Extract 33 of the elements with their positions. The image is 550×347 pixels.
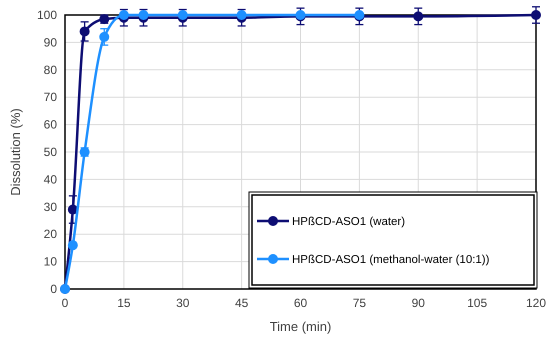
point bbox=[531, 10, 541, 20]
x-tick-label: 60 bbox=[294, 296, 308, 310]
x-tick-label: 0 bbox=[62, 296, 69, 310]
y-tick-label: 30 bbox=[44, 200, 58, 214]
legend-label: HPßCD-ASO1 (water) bbox=[292, 216, 406, 228]
y-tick-label: 40 bbox=[44, 172, 58, 186]
y-tick-label: 0 bbox=[50, 282, 58, 296]
y-tick-label: 80 bbox=[44, 62, 58, 77]
y-tick-label: 70 bbox=[44, 90, 58, 104]
x-tick-label: 30 bbox=[176, 296, 190, 310]
x-tick-label: 45 bbox=[234, 296, 249, 310]
x-tick-label: 90 bbox=[412, 296, 426, 310]
point bbox=[236, 10, 247, 20]
y-tick-label: 60 bbox=[44, 118, 58, 132]
x-tick-label: 105 bbox=[467, 296, 488, 310]
point bbox=[178, 10, 188, 20]
point bbox=[138, 10, 148, 20]
x-tick-label: 15 bbox=[117, 296, 131, 310]
point bbox=[99, 32, 110, 42]
y-tick-label: 10 bbox=[44, 254, 58, 269]
legend-label: HPßCD-ASO1 (methanol-water (10:1)) bbox=[292, 254, 490, 266]
point bbox=[118, 10, 129, 20]
y-axis-title: Dissolution (%) bbox=[8, 108, 23, 196]
y-tick-label: 20 bbox=[44, 227, 58, 242]
x-tick-label: 75 bbox=[352, 296, 366, 310]
point bbox=[80, 26, 90, 36]
point bbox=[68, 240, 78, 250]
y-tick-label: 50 bbox=[44, 145, 58, 159]
y-tick-label: 90 bbox=[44, 35, 58, 50]
x-axis-title: Time (min) bbox=[270, 319, 332, 334]
y-tick-label: 100 bbox=[36, 8, 58, 22]
point bbox=[413, 11, 424, 22]
x-tick-label: 120 bbox=[526, 296, 546, 310]
